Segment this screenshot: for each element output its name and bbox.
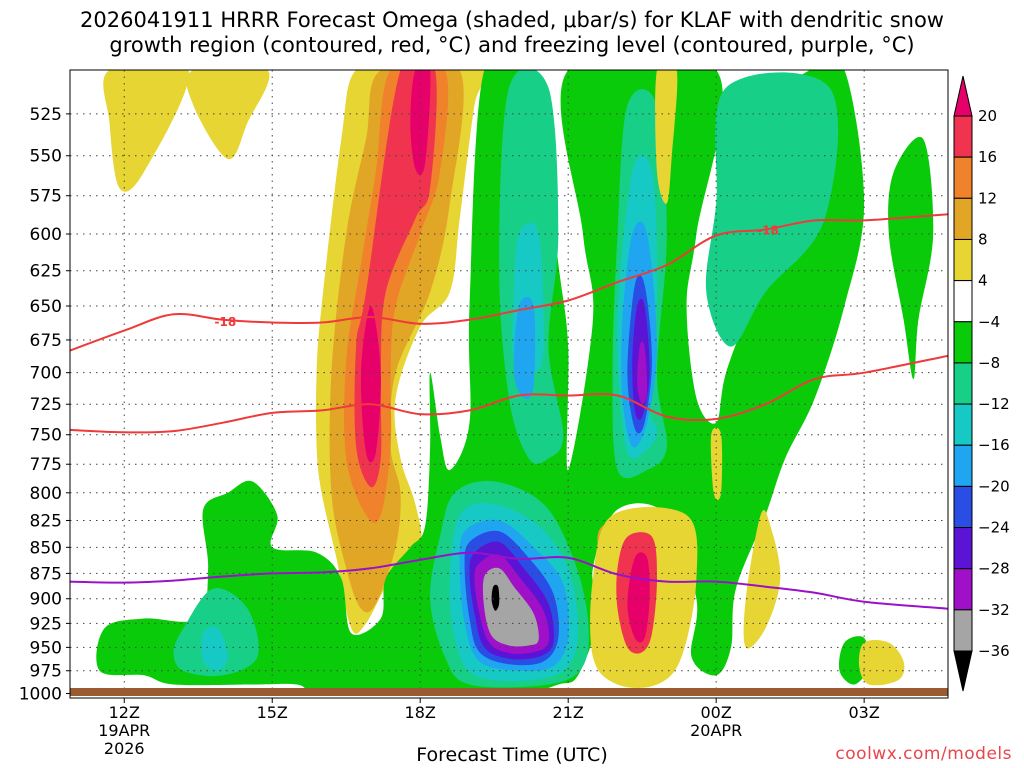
colorbar-swatch xyxy=(953,321,973,364)
omega-region xyxy=(858,639,905,686)
y-tick-label: 600 xyxy=(30,225,62,245)
colorbar-swatch xyxy=(953,444,973,487)
omega-region xyxy=(186,70,270,160)
colorbar-label: −36 xyxy=(978,642,1010,660)
colorbar-label: 8 xyxy=(978,230,988,248)
y-tick-label: 775 xyxy=(30,455,62,475)
colorbar-swatch xyxy=(953,280,973,323)
colorbar-bottom-arrow xyxy=(953,650,973,692)
omega-region xyxy=(201,626,228,671)
plot-frame xyxy=(69,69,949,699)
colorbar-label: 20 xyxy=(978,107,997,125)
dgz-upper-contour xyxy=(70,213,948,352)
colorbar-label: −16 xyxy=(978,436,1010,454)
y-tick-label: 800 xyxy=(30,484,62,504)
chart-title-line1: 2026041911 HRRR Forecast Omega (shaded, … xyxy=(80,8,944,32)
colorbar-label: −24 xyxy=(978,519,1010,537)
colorbar-label: −20 xyxy=(978,477,1010,495)
omega-region xyxy=(360,306,381,463)
omega-region xyxy=(491,584,500,611)
watermark-text: coolwx.com/models xyxy=(835,744,1012,764)
y-tick-label: 750 xyxy=(30,426,62,446)
dgz-lower-contour xyxy=(70,354,948,434)
y-tick-label: 850 xyxy=(30,538,62,558)
y-tick-label: 700 xyxy=(30,364,62,384)
y-tick-label: 550 xyxy=(30,147,62,167)
colorbar-swatch xyxy=(953,527,973,570)
x-tick-label: 03Z xyxy=(848,703,879,722)
contour-lines: -18 -18 xyxy=(70,213,948,610)
y-tick-label: 925 xyxy=(30,614,62,634)
freezing-level-contour xyxy=(70,551,948,610)
dgz-contour-label: -18 xyxy=(757,223,779,237)
y-axis: 525 550 575 600 625 650 675 700 725 750 775 800 825 8… xyxy=(19,105,70,705)
terrain-ground-bar xyxy=(70,688,948,696)
x-tick-label: 21Z xyxy=(553,703,584,722)
y-tick-label: 1000 xyxy=(19,685,62,705)
y-tick-label: 975 xyxy=(30,662,62,682)
y-tick-label: 575 xyxy=(30,187,62,207)
colorbar-label: −4 xyxy=(978,313,1000,331)
omega-region xyxy=(655,70,678,204)
colorbar-swatch xyxy=(953,485,973,529)
colorbar-swatch xyxy=(953,197,973,240)
colorbar-label: −12 xyxy=(978,395,1010,413)
omega-region xyxy=(96,70,865,695)
y-tick-label: 900 xyxy=(30,590,62,610)
x-tick-label: 15Z xyxy=(257,703,288,722)
omega-shading xyxy=(96,70,934,695)
y-tick-label: 625 xyxy=(30,262,62,282)
chart-title-line2: growth region (contoured, red, °C) and f… xyxy=(109,33,915,57)
omega-region xyxy=(743,510,781,649)
colorbar-swatch xyxy=(953,609,973,652)
x-axis-title: Forecast Time (UTC) xyxy=(416,744,608,766)
y-tick-label: 650 xyxy=(30,297,62,317)
x-tick-label: 00Z xyxy=(701,703,732,722)
colorbar: 20 16 12 8 4 −4 −8 −12 −16 −20 −24 −28 −32 −36 xyxy=(953,75,1010,692)
y-tick-label: 725 xyxy=(30,395,62,415)
colorbar-label: −32 xyxy=(978,601,1010,619)
colorbar-swatch xyxy=(953,238,973,282)
omega-region xyxy=(627,552,650,643)
x-tick-year-label: 2026 xyxy=(104,739,145,758)
colorbar-swatch xyxy=(953,362,973,405)
x-tick-date-label: 19APR xyxy=(98,721,150,740)
colorbar-swatch xyxy=(953,568,973,611)
colorbar-top-arrow xyxy=(953,75,973,117)
colorbar-label: −8 xyxy=(978,354,1000,372)
y-tick-label: 875 xyxy=(30,564,62,584)
colorbar-label: −28 xyxy=(978,560,1010,578)
dgz-contour-label: -18 xyxy=(215,315,237,329)
colorbar-swatch xyxy=(953,115,973,158)
omega-region xyxy=(888,136,934,380)
omega-region xyxy=(513,296,536,400)
x-tick-label: 12Z xyxy=(109,703,140,722)
y-tick-label: 525 xyxy=(30,105,62,125)
y-tick-label: 675 xyxy=(30,331,62,351)
colorbar-label: 16 xyxy=(978,148,997,166)
x-tick-date-label: 20APR xyxy=(690,721,742,740)
omega-region xyxy=(710,427,723,501)
gridlines xyxy=(70,70,948,698)
colorbar-swatch xyxy=(953,403,973,446)
x-tick-label: 18Z xyxy=(405,703,436,722)
omega-region xyxy=(705,72,839,347)
colorbar-label: 12 xyxy=(978,189,997,207)
colorbar-swatch xyxy=(953,156,973,199)
y-tick-label: 950 xyxy=(30,638,62,658)
colorbar-label: 4 xyxy=(978,272,988,290)
y-tick-label: 825 xyxy=(30,511,62,531)
